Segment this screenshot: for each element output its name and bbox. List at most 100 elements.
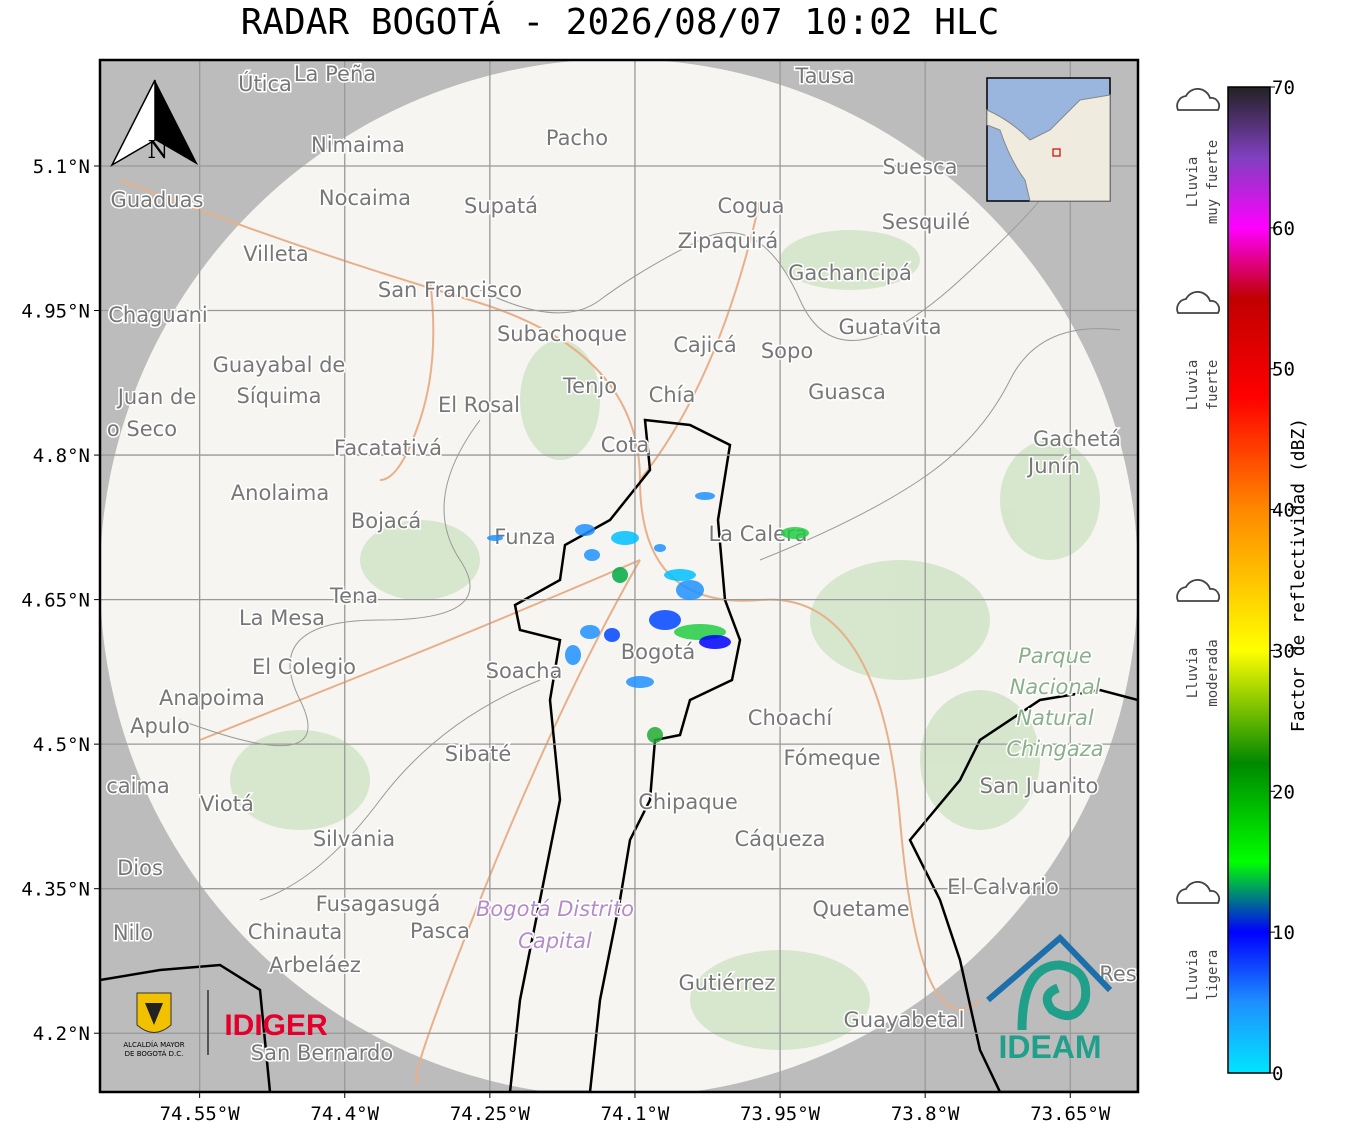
radar-echo [649,610,681,630]
cloud-icon [1176,290,1221,314]
axes: 74.55°W 74.4°W 74.25°W 74.1°W 73.95°W 73.8°W 7… [21,156,1111,1125]
radar-echo [604,628,620,642]
place-label: San Francisco [378,278,522,302]
places: Útica La Peña Tausa Pacho Nimaima Guaduas Noca… [105,61,1138,1067]
place-label: Quetame [812,897,909,921]
colorbar: 0 10 20 30 40 50 60 70 Factor de reflectividad (… [1227,77,1309,1085]
place-label: Facatativá [334,436,442,460]
grid [100,60,1138,1092]
ideam-logo: IDEAM [986,933,1113,1065]
place-label: Guayabetal [844,1008,965,1032]
place-label: Gachetá [1033,427,1121,451]
x-tick-label: 73.65°W [1030,1103,1111,1125]
radar-echo [612,567,628,583]
place-label: Sibaté [445,742,512,766]
map-area: Útica La Peña Tausa Pacho Nimaima Guaduas Noca… [100,60,1138,1092]
place-label: Viotá [200,792,254,816]
place-label: Supatá [464,194,538,218]
colorbar-tick-label: 30 [1272,640,1295,662]
place-label: Dios [117,856,163,880]
colorbar-tick-label: 60 [1272,218,1295,240]
place-label: caima [106,774,170,798]
cloud-icon [1176,880,1221,904]
radar-echo [676,580,704,600]
rain-label: Lluvia [1185,950,1201,1001]
place-label: Anolaima [231,481,329,505]
place-label: Soacha [486,659,563,683]
rain-label: Lluvia [1185,648,1201,699]
place-label: Apulo [130,714,190,738]
place-label: Guasca [808,380,886,404]
place-label: San Bernardo [251,1041,393,1065]
ideam-text: IDEAM [998,1029,1101,1065]
place-label: Fómeque [783,746,880,770]
place-label: Guatavita [839,315,942,339]
colorbar-tick-label: 10 [1272,922,1295,944]
place-label: Cajicá [673,333,737,357]
y-tick-label: 4.35°N [21,879,90,901]
place-label: Pacho [546,126,608,150]
place-label: San Juanito [980,774,1099,798]
rain-label: Lluvia [1185,157,1201,208]
district-label: Capital [518,929,592,953]
alcaldia-logo: ALCALDÍA MAYOR DE BOGOTÁ D.C. IDIGER [123,990,328,1058]
place-label: Guayabal de [213,353,346,377]
place-label: Zipaquirá [678,229,778,253]
place-label: Gutiérrez [679,971,776,995]
place-label: Guaduas [111,188,204,212]
terrain [230,230,1100,1050]
place-label: Chipaque [638,790,738,814]
place-label: Cota [601,433,650,457]
rain-label: ligera [1205,950,1221,1001]
x-tick-label: 74.25°W [450,1103,531,1125]
cloud-icon [1176,87,1221,111]
place-label: La Peña [294,62,376,86]
place-label: Síquima [237,384,322,408]
colorbar-tick-label: 70 [1272,77,1295,99]
y-tick-label: 4.8°N [33,445,90,467]
place-label: Nocaima [319,186,411,210]
place-label: Nimaima [311,133,405,157]
y-tick-label: 4.65°N [21,590,90,612]
y-tick-label: 4.95°N [21,301,90,323]
place-label: o Seco [107,417,177,441]
alcaldia-line: DE BOGOTÁ D.C. [125,1049,184,1058]
title: RADAR BOGOTÁ - 2026/08/07 10:02 HLC [241,1,1000,43]
place-label: Tausa [794,64,854,88]
x-tick-label: 74.55°W [160,1103,241,1125]
radar-echo [580,625,600,639]
colorbar-label: Factor de reflectividad (dBZ) [1288,418,1309,732]
place-label: El Colegio [252,655,356,679]
inset-map [986,77,1111,202]
radar-echo [565,645,581,665]
place-label: El Rosal [438,393,520,417]
radar-echo [584,549,600,561]
rain-label: Lluvia [1185,360,1201,411]
place-label: Silvania [313,827,395,851]
place-label: Nilo [113,921,153,945]
y-tick-label: 4.2°N [33,1023,90,1045]
colorbar-tick-label: 50 [1272,359,1295,381]
department-boundary [100,963,272,1092]
x-tick-label: 74.4°W [310,1103,379,1125]
place-label: El Calvario [947,875,1059,899]
place-label: Cogua [717,194,784,218]
colorbar-scale [1227,86,1271,1074]
place-label: Tenjo [562,374,617,398]
park-label: Chingaza [1006,737,1103,761]
place-label: La Mesa [239,606,325,630]
radar-echo [695,492,715,500]
north-arrow: N [110,79,198,167]
colorbar-tick-label: 20 [1272,781,1295,803]
rain-label: moderada [1205,639,1221,706]
y-tick-label: 5.1°N [33,156,90,178]
colorbar-tick-label: 40 [1272,500,1295,522]
district-label: Bogotá Distrito [476,897,634,921]
radar-echo [664,569,696,581]
place-label: Junín [1026,454,1080,478]
place-label: Funza [494,525,555,549]
radar-echo [626,676,654,688]
bogota-boundary [508,418,742,1092]
place-label: Útica [238,71,292,96]
